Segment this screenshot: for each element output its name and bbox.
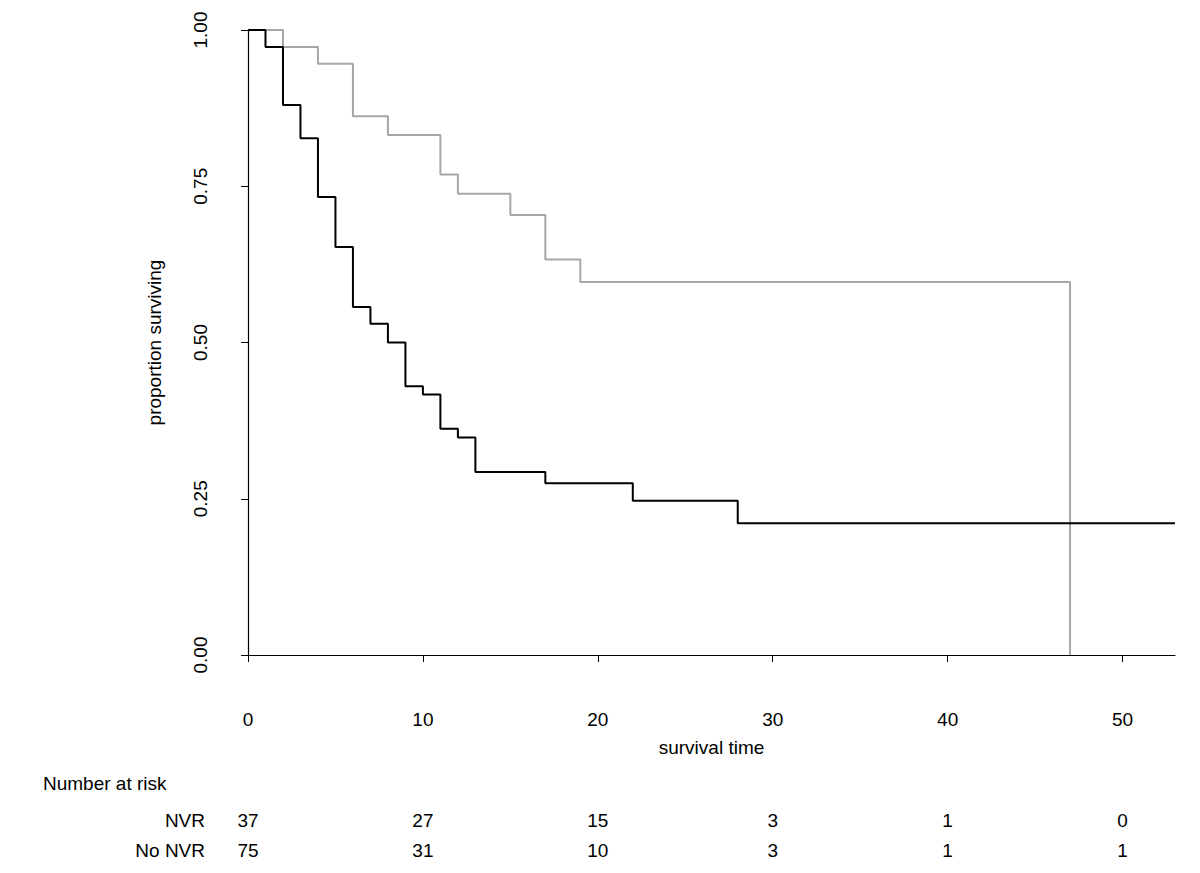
svg-text:1: 1 [942,840,953,861]
svg-text:20: 20 [587,709,608,730]
svg-text:37: 37 [237,810,258,831]
svg-text:1: 1 [1117,840,1128,861]
svg-text:0.00: 0.00 [190,637,211,674]
svg-text:10: 10 [412,709,433,730]
svg-text:27: 27 [412,810,433,831]
svg-text:0: 0 [243,709,254,730]
svg-text:30: 30 [762,709,783,730]
svg-text:Number at risk: Number at risk [43,773,167,794]
svg-text:10: 10 [587,840,608,861]
svg-text:31: 31 [412,840,433,861]
svg-text:1.00: 1.00 [190,12,211,49]
svg-text:50: 50 [1112,709,1133,730]
svg-text:15: 15 [587,810,608,831]
svg-text:0.50: 0.50 [190,324,211,361]
svg-text:40: 40 [937,709,958,730]
svg-text:0.75: 0.75 [190,168,211,205]
svg-text:0: 0 [1117,810,1128,831]
svg-text:3: 3 [767,840,778,861]
svg-text:3: 3 [767,810,778,831]
svg-text:0.25: 0.25 [190,480,211,517]
svg-text:1: 1 [942,810,953,831]
svg-text:No NVR: No NVR [135,840,205,861]
svg-text:NVR: NVR [165,810,205,831]
svg-text:75: 75 [237,840,258,861]
svg-text:survival time: survival time [659,737,765,758]
svg-text:proportion surviving: proportion surviving [144,260,165,426]
